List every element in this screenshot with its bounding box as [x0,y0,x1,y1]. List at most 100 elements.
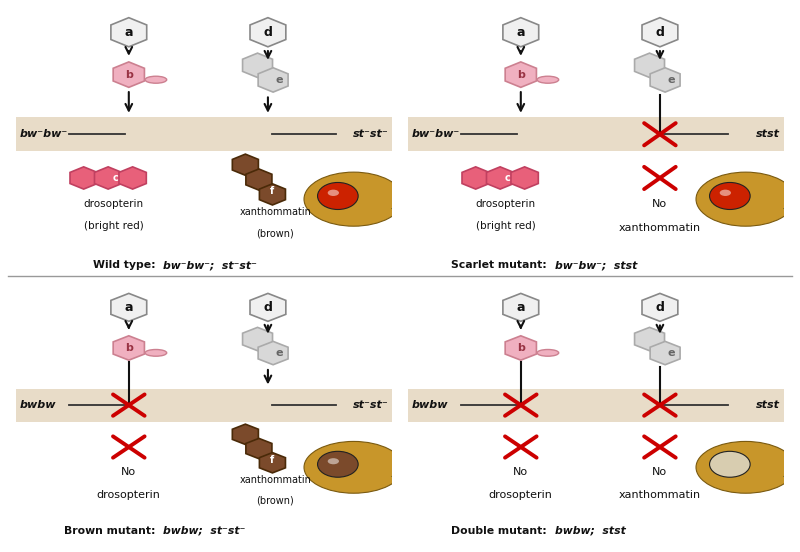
Polygon shape [113,336,145,360]
Text: d: d [655,26,664,39]
Text: b: b [125,343,133,353]
Ellipse shape [145,76,166,83]
Text: d: d [655,301,664,314]
Text: Double mutant:: Double mutant: [451,526,551,536]
Text: a: a [517,301,525,314]
Ellipse shape [304,442,403,493]
Text: bwbw;  stst: bwbw; stst [554,526,626,536]
Text: xanthommatin: xanthommatin [619,490,701,500]
Ellipse shape [145,349,166,356]
Text: drosopterin: drosopterin [84,199,144,209]
Text: e: e [667,75,675,85]
Text: (brown): (brown) [257,229,294,238]
Ellipse shape [720,190,731,196]
Text: xanthommatin: xanthommatin [239,475,311,485]
Text: a: a [517,26,525,39]
Text: c: c [113,173,118,183]
Text: Scarlet mutant:: Scarlet mutant: [451,261,551,270]
Polygon shape [634,53,665,77]
Polygon shape [650,341,680,365]
Text: e: e [275,348,283,358]
Ellipse shape [537,76,558,83]
Text: c: c [505,173,510,183]
Text: a: a [125,301,133,314]
Ellipse shape [328,190,339,196]
Polygon shape [505,62,537,87]
Polygon shape [250,293,286,321]
Polygon shape [258,341,288,365]
Polygon shape [634,327,665,351]
Text: No: No [652,199,667,209]
Polygon shape [94,167,122,189]
FancyBboxPatch shape [408,117,784,151]
Text: bwbw: bwbw [412,400,448,410]
Text: stst: stst [756,129,780,139]
Ellipse shape [318,452,358,477]
Polygon shape [258,68,288,92]
Polygon shape [242,327,273,351]
Text: No: No [652,468,667,477]
Text: bw⁻bw⁻: bw⁻bw⁻ [20,129,68,139]
Text: drosopterin: drosopterin [476,199,536,209]
Ellipse shape [537,349,558,356]
Polygon shape [111,293,146,321]
Ellipse shape [710,452,750,477]
Polygon shape [511,167,538,189]
Text: d: d [263,301,272,314]
Text: st⁻st⁻: st⁻st⁻ [353,400,388,410]
Text: b: b [517,343,525,353]
Text: bw⁻bw⁻;  stst: bw⁻bw⁻; stst [554,261,637,270]
Text: b: b [125,70,133,79]
Polygon shape [650,68,680,92]
Polygon shape [119,167,146,189]
Ellipse shape [304,172,403,226]
FancyBboxPatch shape [16,117,392,151]
Polygon shape [232,154,258,176]
Text: b: b [517,70,525,79]
Text: Wild type:: Wild type: [93,261,159,270]
Text: bwbw;  st⁻st⁻: bwbw; st⁻st⁻ [162,526,245,536]
Polygon shape [259,453,286,473]
Polygon shape [113,62,145,87]
Text: No: No [122,468,136,477]
Polygon shape [642,293,678,321]
Polygon shape [70,167,98,189]
Polygon shape [503,293,538,321]
Text: Brown mutant:: Brown mutant: [64,526,159,536]
Text: bw⁻bw⁻;  st⁻st⁻: bw⁻bw⁻; st⁻st⁻ [162,261,257,270]
Polygon shape [503,18,538,47]
Text: No: No [514,468,528,477]
Text: d: d [263,26,272,39]
Text: a: a [125,26,133,39]
Text: f: f [270,186,274,196]
Polygon shape [486,167,514,189]
Polygon shape [462,167,490,189]
Polygon shape [259,184,286,205]
Text: xanthommatin: xanthommatin [239,208,311,217]
Text: xanthommatin: xanthommatin [619,224,701,233]
Text: bwbw: bwbw [20,400,56,410]
Text: stst: stst [756,400,780,410]
Text: (bright red): (bright red) [476,221,536,231]
Ellipse shape [318,183,358,210]
FancyBboxPatch shape [408,389,784,422]
Polygon shape [505,336,537,360]
Polygon shape [242,53,273,77]
Ellipse shape [328,458,339,464]
Text: e: e [667,348,675,358]
Polygon shape [246,169,272,190]
Text: f: f [270,455,274,465]
Polygon shape [232,424,258,444]
Polygon shape [642,18,678,47]
Text: (bright red): (bright red) [84,221,144,231]
Polygon shape [250,18,286,47]
Ellipse shape [696,172,795,226]
Text: bw⁻bw⁻: bw⁻bw⁻ [412,129,460,139]
Polygon shape [111,18,146,47]
Text: st⁻st⁻: st⁻st⁻ [353,129,388,139]
FancyBboxPatch shape [16,389,392,422]
Polygon shape [246,438,272,459]
Text: drosopterin: drosopterin [489,490,553,500]
Text: drosopterin: drosopterin [97,490,161,500]
Text: e: e [275,75,283,85]
